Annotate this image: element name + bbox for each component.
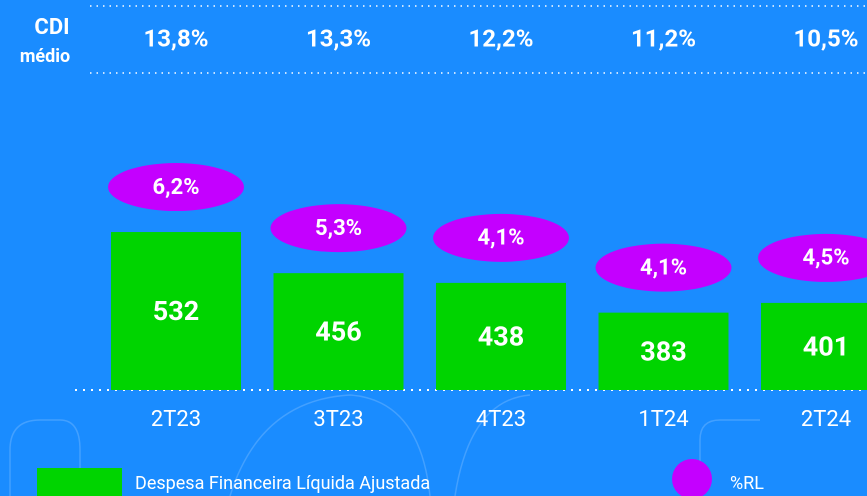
cdi-value: 13,8% — [144, 24, 209, 52]
cdi-value: 13,3% — [306, 24, 371, 52]
bar-value: 383 — [640, 335, 686, 367]
cdi-value: 12,2% — [469, 24, 534, 52]
rl-label: 4,1% — [640, 255, 687, 280]
cdi-value: 10,5% — [794, 24, 859, 52]
legend-swatch — [672, 459, 712, 496]
rl-label: 6,2% — [153, 175, 200, 200]
rl-bubble — [595, 243, 732, 292]
x-tick-label: 2T23 — [151, 407, 201, 432]
rl-bubble — [758, 233, 867, 282]
bar-value: 456 — [315, 316, 361, 348]
rl-label: 4,5% — [803, 246, 850, 271]
bar — [761, 302, 867, 390]
bar — [273, 273, 404, 390]
rl-bubble — [433, 213, 569, 262]
rl-label: 5,3% — [315, 216, 362, 241]
x-tick-label: 4T23 — [476, 407, 526, 432]
legend-label: %RL — [730, 473, 764, 494]
x-tick-label: 3T23 — [313, 407, 363, 432]
cdi-label: CDI — [34, 15, 69, 40]
x-tick-label: 2T24 — [801, 407, 851, 432]
x-tick-label: 1T24 — [638, 407, 688, 432]
bar-value: 438 — [478, 321, 524, 353]
bar — [111, 232, 241, 390]
bar-value: 532 — [153, 295, 199, 327]
bar — [436, 282, 566, 390]
decoration — [9, 394, 760, 496]
rl-bubble — [270, 204, 407, 253]
legend-swatch — [37, 468, 122, 496]
bar-value: 401 — [803, 331, 849, 363]
rl-label: 4,1% — [478, 226, 525, 251]
cdi-label: médio — [20, 46, 70, 67]
rl-bubble — [108, 163, 244, 212]
legend-label: Despesa Financeira Líquida Ajustada — [135, 473, 430, 494]
bar — [598, 312, 729, 390]
cdi-value: 11,2% — [631, 24, 696, 52]
